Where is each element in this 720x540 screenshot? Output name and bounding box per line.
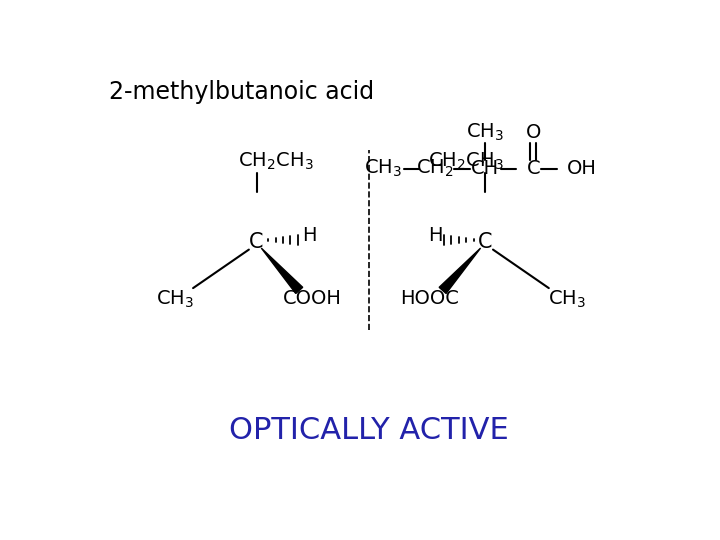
Text: OPTICALLY ACTIVE: OPTICALLY ACTIVE (229, 416, 509, 445)
Text: O: O (526, 123, 541, 142)
Text: $\mathregular{CH_3}$: $\mathregular{CH_3}$ (156, 289, 194, 310)
Text: $\mathregular{CH_2}$: $\mathregular{CH_2}$ (416, 158, 454, 179)
Text: $\mathregular{CH_3}$: $\mathregular{CH_3}$ (467, 122, 504, 143)
Text: $\mathregular{CH_3}$: $\mathregular{CH_3}$ (364, 158, 402, 179)
Text: H: H (428, 226, 442, 245)
Text: OH: OH (567, 159, 597, 178)
Text: HOOC: HOOC (400, 288, 459, 308)
Text: $\mathregular{CH_2CH_3}$: $\mathregular{CH_2CH_3}$ (428, 151, 504, 172)
Polygon shape (261, 248, 302, 293)
Text: C: C (249, 232, 264, 252)
Text: C: C (478, 232, 492, 252)
Text: C: C (526, 159, 540, 178)
Text: COOH: COOH (283, 288, 342, 308)
Text: $\mathregular{CH_2CH_3}$: $\mathregular{CH_2CH_3}$ (238, 151, 314, 172)
Text: CH: CH (471, 159, 499, 178)
Text: 2-methylbutanoic acid: 2-methylbutanoic acid (109, 80, 374, 104)
Text: $\mathregular{CH_3}$: $\mathregular{CH_3}$ (548, 289, 585, 310)
Text: H: H (302, 226, 317, 245)
Polygon shape (439, 248, 481, 293)
